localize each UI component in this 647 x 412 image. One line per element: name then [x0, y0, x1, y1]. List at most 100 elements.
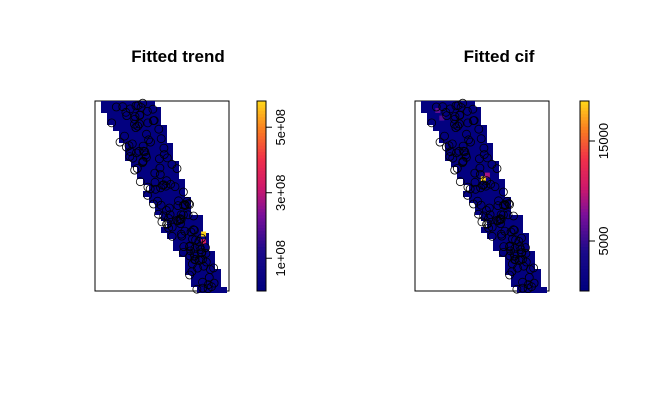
raster-cell [143, 101, 149, 107]
colorbar-swatch [580, 199, 589, 203]
raster-cell [487, 167, 493, 173]
colorbar-swatch [257, 116, 266, 121]
raster-cell [161, 143, 167, 149]
raster-cell [523, 233, 529, 239]
colorbar-swatch [257, 148, 266, 153]
colorbar-swatch [257, 268, 266, 273]
colorbar-swatch [580, 110, 589, 115]
raster-cell [197, 233, 203, 239]
raster-cell [155, 137, 161, 143]
raster-cell [463, 113, 469, 119]
data-point [185, 241, 195, 251]
colorbar-swatch [257, 120, 266, 124]
data-point [441, 142, 451, 152]
data-point [178, 187, 188, 197]
colorbar-swatch [580, 186, 589, 191]
data-point [185, 200, 195, 209]
raster-cell [155, 107, 161, 113]
data-point [130, 165, 140, 175]
raster-cell [493, 173, 499, 179]
raster-cell [499, 221, 505, 227]
raster-cell [427, 107, 433, 113]
data-point [516, 255, 526, 265]
data-point [450, 165, 460, 175]
raster-cell [143, 125, 149, 131]
colorbar-swatch [580, 120, 589, 124]
raster-cell [463, 101, 469, 107]
raster-cell [167, 227, 173, 233]
raster-cell [475, 107, 481, 113]
raster-cell [143, 191, 149, 197]
raster-cell [463, 167, 469, 173]
colorbar-swatch [257, 139, 266, 143]
colorbar-swatch [580, 154, 589, 159]
data-point [127, 139, 137, 149]
plot-frame-cif [414, 100, 550, 292]
raster-cell [427, 119, 433, 125]
raster-cell [481, 197, 487, 203]
colorbar-swatch [257, 192, 266, 197]
data-point [172, 164, 182, 174]
raster-cell [143, 167, 149, 173]
raster-cell [119, 107, 125, 113]
data-point [463, 190, 473, 200]
raster-cell [445, 101, 451, 107]
colorbar-swatch [257, 205, 266, 210]
data-point [427, 118, 437, 128]
raster-cell [445, 125, 451, 131]
colorbar-swatch [257, 249, 266, 254]
data-point [128, 153, 138, 163]
data-point [526, 265, 535, 274]
raster-cell [457, 143, 463, 149]
data-point [500, 201, 510, 211]
raster-cell [131, 131, 137, 137]
raster-cell [197, 251, 203, 257]
colorbar-swatch [257, 173, 266, 178]
raster-cell [173, 227, 179, 233]
panel-fitted-trend: Fitted trend 1e+08 3e+08 5e+08 [94, 47, 288, 294]
raster-cell [149, 101, 155, 107]
raster-cell [529, 257, 535, 263]
raster-cell [155, 143, 161, 149]
colorbar-swatch [580, 101, 589, 105]
colorbar-swatch [580, 224, 589, 229]
hotspot-cell [480, 176, 486, 182]
raster-cell [137, 107, 143, 113]
colorbar-tick-label: 3e+08 [273, 174, 288, 211]
colorbar-swatch [257, 145, 266, 149]
data-point [440, 131, 449, 141]
raster-cell [451, 131, 457, 137]
raster-cell [457, 119, 463, 125]
raster-cell [481, 185, 487, 191]
raster-cell [137, 155, 143, 161]
raster-cell [475, 155, 481, 161]
raster-cell [481, 143, 487, 149]
colorbar-swatch [257, 208, 266, 213]
raster-cell [179, 215, 185, 221]
raster-cell [197, 221, 203, 227]
colorbar-swatch [580, 284, 589, 289]
colorbar-swatch [257, 230, 266, 235]
raster-cell [505, 209, 511, 215]
raster-cell [149, 107, 155, 113]
colorbar-swatch [580, 287, 589, 292]
raster-cell [119, 119, 125, 125]
raster-cell [191, 275, 197, 281]
raster-cell [517, 215, 523, 221]
data-point [521, 243, 530, 253]
data-point [478, 180, 488, 190]
raster-cell [517, 221, 523, 227]
raster-cell [457, 137, 463, 143]
data-point [149, 199, 158, 209]
raster-cell [155, 167, 161, 173]
raster-cell [125, 149, 131, 155]
intensity-strip-trend [101, 101, 227, 293]
raster-cell [511, 239, 517, 245]
colorbar-swatch [580, 208, 589, 213]
raster-cell [469, 113, 475, 119]
data-point [479, 211, 489, 221]
data-point [151, 184, 160, 194]
raster-cell [475, 179, 481, 185]
raster-cell [119, 113, 125, 119]
